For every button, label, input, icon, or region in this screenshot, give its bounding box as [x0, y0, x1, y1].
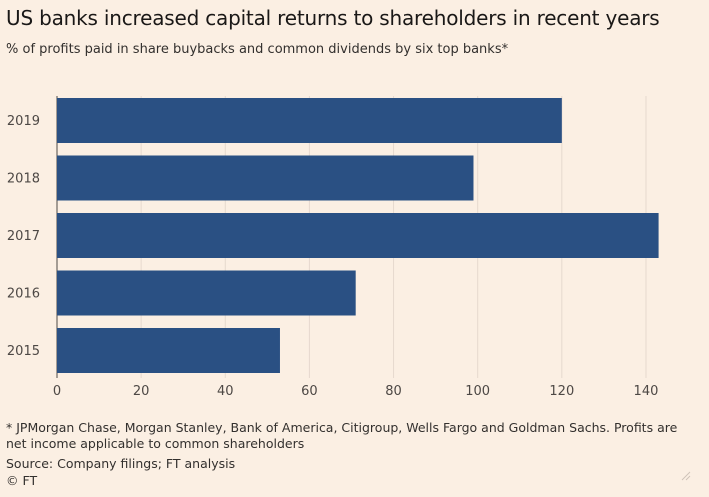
bar-2018 — [57, 155, 474, 201]
bar-2017 — [57, 213, 659, 258]
x-tick-label: 80 — [385, 384, 402, 399]
resize-grip-icon — [681, 471, 691, 481]
x-tick-label: 120 — [549, 384, 574, 399]
chart-credit: © FT — [6, 473, 38, 488]
y-tick-label: 2017 — [7, 229, 40, 244]
x-tick-label: 140 — [634, 384, 659, 399]
chart-source: Source: Company filings; FT analysis — [6, 456, 236, 471]
y-tick-label: 2016 — [7, 287, 40, 302]
x-tick-label: 0 — [53, 384, 61, 399]
x-tick-label: 60 — [301, 384, 318, 399]
x-tick-label: 100 — [465, 384, 490, 399]
bar-2015 — [57, 328, 280, 373]
y-tick-label: 2018 — [7, 172, 40, 187]
y-tick-labels: 2019 2018 2017 2016 2015 — [7, 114, 40, 359]
x-tick-labels: 0 20 40 60 80 100 120 140 — [53, 384, 659, 399]
y-tick-label: 2019 — [7, 114, 40, 129]
chart-footnote: * JPMorgan Chase, Morgan Stanley, Bank o… — [6, 420, 678, 451]
bars — [57, 98, 659, 373]
chart-subtitle: % of profits paid in share buybacks and … — [6, 42, 509, 57]
chart-title: US banks increased capital returns to sh… — [6, 6, 660, 30]
y-tick-label: 2015 — [7, 344, 40, 359]
bar-2016 — [57, 270, 356, 316]
bar-chart: 2019 2018 2017 2016 2015 0 20 40 60 80 100 120 140 — [7, 96, 659, 399]
bar-2019 — [57, 98, 562, 143]
x-tick-label: 40 — [217, 384, 234, 399]
x-tick-label: 20 — [133, 384, 150, 399]
